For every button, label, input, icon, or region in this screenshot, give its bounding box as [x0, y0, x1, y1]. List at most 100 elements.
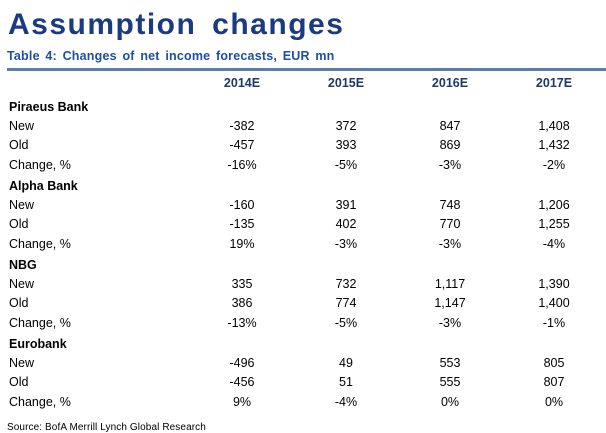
- value-cell: 869: [439, 138, 461, 152]
- value-cell: 49: [339, 356, 353, 370]
- value-cell: -3%: [438, 237, 462, 251]
- value-cell: 1,390: [538, 277, 570, 291]
- empty-cell: [502, 97, 606, 117]
- empty-cell: [190, 255, 294, 275]
- value-cell: 732: [335, 277, 357, 291]
- value-cell: 0%: [544, 395, 564, 409]
- value-cell: 805: [543, 356, 565, 370]
- empty-cell: [190, 97, 294, 117]
- row-label: New: [9, 198, 35, 212]
- row-label-column-header: [7, 71, 190, 97]
- value-cell: 553: [439, 356, 461, 370]
- row-label: Change, %: [9, 158, 71, 172]
- value-cell: -2%: [542, 158, 566, 172]
- value-cell: -5%: [334, 316, 358, 330]
- section-name: NBG: [9, 257, 37, 272]
- table-row: New -496 49 553 805: [7, 354, 606, 373]
- empty-cell: [294, 97, 398, 117]
- value-cell: 847: [439, 119, 461, 133]
- value-cell: -1%: [542, 316, 566, 330]
- value-cell: 1,147: [434, 296, 466, 310]
- value-cell: 748: [439, 198, 461, 212]
- value-cell: -456: [229, 375, 255, 389]
- value-cell: 1,400: [538, 296, 570, 310]
- page-title: Assumption changes: [8, 8, 345, 41]
- value-cell: -3%: [438, 316, 462, 330]
- value-cell: -3%: [334, 237, 358, 251]
- value-cell: -135: [229, 217, 255, 231]
- empty-cell: [502, 176, 606, 196]
- value-cell: -13%: [227, 316, 257, 330]
- section-name: Alpha Bank: [9, 178, 78, 193]
- value-cell: -4%: [542, 237, 566, 251]
- net-income-forecast-table: 2014E 2015E 2016E 2017E Piraeus Bank New -382…: [7, 71, 606, 413]
- source-note: Source: BofA Merrill Lynch Global Resear…: [7, 421, 206, 433]
- section-header-row: Eurobank: [7, 334, 606, 354]
- section-name: Piraeus Bank: [9, 99, 89, 114]
- empty-cell: [502, 255, 606, 275]
- empty-cell: [398, 255, 502, 275]
- section-header-row: Piraeus Bank: [7, 97, 606, 117]
- table-row: Change, % -16% -5% -3% -2%: [7, 155, 606, 176]
- empty-cell: [398, 97, 502, 117]
- value-cell: -382: [229, 119, 255, 133]
- row-label: New: [9, 119, 35, 133]
- row-label: New: [9, 277, 35, 291]
- table-header: 2014E 2015E 2016E 2017E: [7, 71, 606, 97]
- value-cell: 386: [231, 296, 253, 310]
- table-row: New -160 391 748 1,206: [7, 196, 606, 215]
- row-label: Old: [9, 375, 29, 389]
- value-cell: -5%: [334, 158, 358, 172]
- table-header-row: 2014E 2015E 2016E 2017E: [7, 71, 606, 97]
- value-cell: 1,206: [538, 198, 570, 212]
- section-name: Eurobank: [9, 336, 67, 351]
- value-cell: 9%: [232, 395, 252, 409]
- value-cell: 402: [335, 217, 357, 231]
- value-cell: 393: [335, 138, 357, 152]
- table-row: Old -457 393 869 1,432: [7, 136, 606, 155]
- table-caption: Table 4: Changes of net income forecasts…: [7, 48, 335, 63]
- row-label: Change, %: [9, 316, 71, 330]
- table-row: New 335 732 1,117 1,390: [7, 275, 606, 294]
- value-cell: -4%: [334, 395, 358, 409]
- year-column-header: 2014E: [223, 75, 261, 90]
- value-cell: 555: [439, 375, 461, 389]
- value-cell: 807: [543, 375, 565, 389]
- table-row: Change, % -13% -5% -3% -1%: [7, 313, 606, 334]
- empty-cell: [294, 176, 398, 196]
- row-label: Old: [9, 138, 29, 152]
- empty-cell: [294, 255, 398, 275]
- value-cell: 335: [231, 277, 253, 291]
- empty-cell: [190, 176, 294, 196]
- empty-cell: [190, 334, 294, 354]
- table-row: Change, % 9% -4% 0% 0%: [7, 392, 606, 413]
- value-cell: 1,117: [434, 277, 466, 291]
- year-column-header: 2015E: [327, 75, 365, 90]
- table-row: New -382 372 847 1,408: [7, 117, 606, 136]
- table-row: Old 386 774 1,147 1,400: [7, 294, 606, 313]
- section-header-row: Alpha Bank: [7, 176, 606, 196]
- row-label: Old: [9, 217, 29, 231]
- empty-cell: [502, 334, 606, 354]
- value-cell: 51: [339, 375, 353, 389]
- value-cell: -3%: [438, 158, 462, 172]
- table-row: Old -135 402 770 1,255: [7, 215, 606, 234]
- empty-cell: [294, 334, 398, 354]
- value-cell: 372: [335, 119, 357, 133]
- value-cell: 1,432: [538, 138, 570, 152]
- value-cell: 770: [439, 217, 461, 231]
- empty-cell: [398, 334, 502, 354]
- value-cell: -160: [229, 198, 255, 212]
- table-body: Piraeus Bank New -382 372 847 1,408 Old -457 393…: [7, 97, 606, 413]
- row-label: Change, %: [9, 237, 71, 251]
- year-column-header: 2016E: [431, 75, 469, 90]
- row-label: Change, %: [9, 395, 71, 409]
- row-label: Old: [9, 296, 29, 310]
- table-row: Old -456 51 555 807: [7, 373, 606, 392]
- section-header-row: NBG: [7, 255, 606, 275]
- value-cell: 391: [335, 198, 357, 212]
- table-row: Change, % 19% -3% -3% -4%: [7, 234, 606, 255]
- value-cell: 774: [335, 296, 357, 310]
- value-cell: -496: [229, 356, 255, 370]
